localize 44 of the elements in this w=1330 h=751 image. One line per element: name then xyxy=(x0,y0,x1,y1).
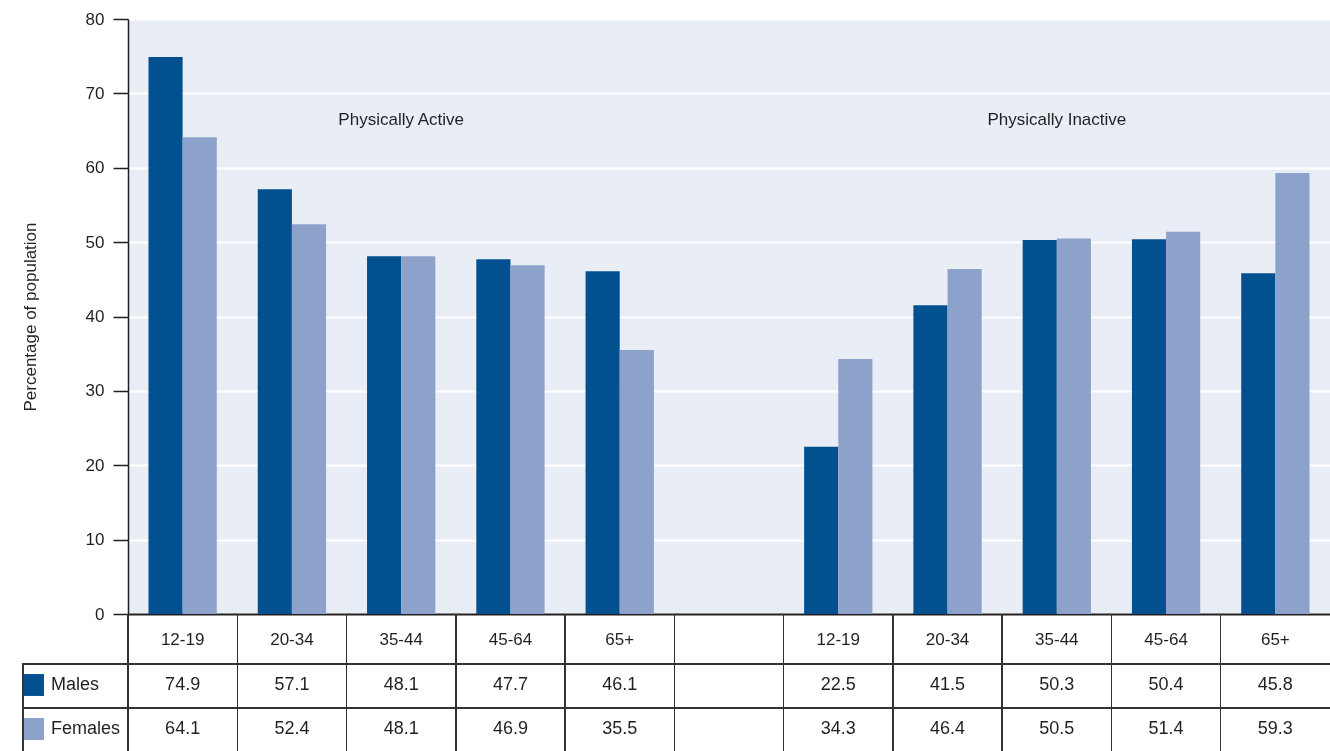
x-tick-label: 45-64 xyxy=(488,629,533,649)
data-label: 51.4 xyxy=(1148,718,1184,738)
data-label: 57.1 xyxy=(274,674,310,694)
data-label: 48.1 xyxy=(383,718,419,738)
x-tick-label: 12-19 xyxy=(160,629,205,649)
y-axis-title: Percentage of population xyxy=(20,222,40,412)
data-label: 50.5 xyxy=(1039,718,1075,738)
data-label: 64.1 xyxy=(165,718,201,738)
data-label: 35.5 xyxy=(602,718,638,738)
y-tick-label: 50 xyxy=(85,232,105,252)
data-label: 52.4 xyxy=(274,718,310,738)
x-tick-label: 20-34 xyxy=(270,629,314,649)
y-tick-label: 20 xyxy=(85,455,105,475)
y-tick-label: 0 xyxy=(95,604,105,624)
data-label: 47.7 xyxy=(492,674,528,694)
x-tick-label: 35-44 xyxy=(1035,629,1079,649)
x-tick-label: 65+ xyxy=(1260,629,1290,649)
data-label: 48.1 xyxy=(383,674,419,694)
data-label: 34.3 xyxy=(820,718,856,738)
y-tick-label: 40 xyxy=(85,307,105,326)
data-label: 46.1 xyxy=(602,674,638,694)
data-label: 59.3 xyxy=(1257,718,1293,738)
x-tick-label: 65+ xyxy=(605,629,635,649)
y-tick-label: 30 xyxy=(85,381,105,401)
data-label: 74.9 xyxy=(165,674,201,694)
annotation: Physically Active xyxy=(338,110,465,129)
legend-label: Males xyxy=(51,674,100,694)
data-label: 46.4 xyxy=(930,718,966,738)
x-tick-label: 12-19 xyxy=(816,629,861,649)
data-label: 22.5 xyxy=(820,674,856,694)
data-label: 41.5 xyxy=(930,674,966,694)
y-tick-label: 10 xyxy=(85,530,105,550)
legend-label: Females xyxy=(51,718,121,738)
annotation: Physically Inactive xyxy=(987,110,1127,129)
data-label: 46.9 xyxy=(492,718,528,738)
y-tick-label: 80 xyxy=(85,9,105,29)
data-label: 50.3 xyxy=(1039,674,1075,694)
data-label: 45.8 xyxy=(1257,674,1293,694)
x-tick-label: 45-64 xyxy=(1144,629,1188,649)
x-tick-label: 35-44 xyxy=(379,629,423,649)
y-tick-label: 70 xyxy=(85,83,105,103)
y-tick-label: 60 xyxy=(85,158,105,178)
data-label: 50.4 xyxy=(1148,674,1184,694)
x-tick-label: 20-34 xyxy=(925,629,970,649)
